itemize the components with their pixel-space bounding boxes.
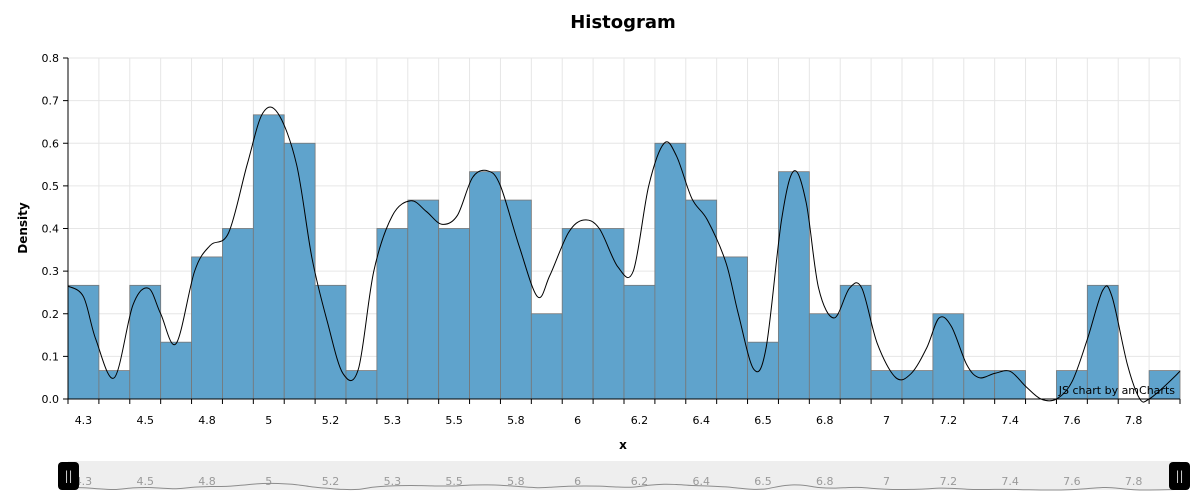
histogram-bar bbox=[98, 370, 131, 400]
histogram-bar bbox=[932, 313, 965, 400]
scrollbar-tick-label: 5.5 bbox=[445, 475, 463, 488]
density-curve-line bbox=[67, 106, 1181, 403]
x-tick-label: 5 bbox=[265, 414, 272, 427]
scrollbar-tick-label: 4.5 bbox=[136, 475, 154, 488]
amcharts-credit[interactable]: JS chart by amCharts bbox=[1058, 384, 1175, 397]
histogram-bar bbox=[283, 142, 316, 400]
x-tick-label: 5.2 bbox=[322, 414, 340, 427]
histogram-bar bbox=[778, 171, 810, 400]
y-tick-label: 0.2 bbox=[42, 308, 60, 321]
x-tick-label: 5.8 bbox=[507, 414, 525, 427]
histogram-bar bbox=[407, 199, 440, 400]
histogram-bar bbox=[469, 171, 501, 400]
scrollbar-tick-label: 7.2 bbox=[940, 475, 958, 488]
left-grip-icon: || bbox=[64, 469, 72, 483]
histogram-bar bbox=[654, 142, 687, 400]
scrollbar-tick-label: 6 bbox=[574, 475, 581, 488]
histogram-bar bbox=[67, 284, 100, 400]
scrollbar-tick-label: 6.8 bbox=[816, 475, 834, 488]
x-tick-label: 6 bbox=[574, 414, 581, 427]
scrollbar-preview-curve bbox=[67, 482, 1181, 491]
scrollbar-track[interactable] bbox=[68, 461, 1180, 490]
y-tick-label: 0.8 bbox=[42, 52, 60, 65]
x-tick-label: 7.8 bbox=[1125, 414, 1143, 427]
x-tick-label: 7.2 bbox=[940, 414, 958, 427]
scrollbar-tick-label: 5.8 bbox=[507, 475, 525, 488]
histogram-bar bbox=[839, 284, 872, 400]
x-tick-label: 7.4 bbox=[1001, 414, 1019, 427]
scrollbar-tick-label: 4.3 bbox=[75, 475, 93, 488]
x-tick-label: 5.3 bbox=[384, 414, 402, 427]
x-tick-label: 7.6 bbox=[1063, 414, 1081, 427]
histogram-bar bbox=[716, 256, 748, 400]
x-tick-label: 4.3 bbox=[75, 414, 93, 427]
y-tick-label: 0.1 bbox=[42, 350, 60, 363]
scrollbar-tick-label: 7.8 bbox=[1125, 475, 1143, 488]
y-tick-label: 0.3 bbox=[42, 265, 60, 278]
histogram-bar bbox=[870, 370, 903, 400]
scrollbar-tick-label: 4.8 bbox=[198, 475, 216, 488]
x-tick-label: 4.8 bbox=[198, 414, 216, 427]
x-tick-label: 6.2 bbox=[631, 414, 649, 427]
histogram-bar bbox=[530, 313, 563, 400]
histogram-bar bbox=[592, 228, 625, 400]
scrollbar-right-handle[interactable]: || bbox=[1169, 462, 1190, 490]
x-axis-title: x bbox=[619, 438, 627, 452]
histogram-bar bbox=[252, 114, 285, 400]
histogram-bar bbox=[191, 256, 223, 400]
chart-scrollbar[interactable]: 4.3 4.5 4.8 5 5.2 5.3 5.5 5.8 6 6.2 6.4 6.5 6.8 7 7.2 7… bbox=[58, 461, 1190, 491]
histogram-bar bbox=[623, 284, 656, 400]
histogram-bar bbox=[747, 341, 779, 400]
histogram-bar bbox=[314, 284, 347, 400]
scrollbar-tick-label: 7.4 bbox=[1001, 475, 1019, 488]
y-tick-label: 0.6 bbox=[42, 137, 60, 150]
scrollbar-tick-label: 6.4 bbox=[692, 475, 710, 488]
scrollbar-tick-label: 5.3 bbox=[384, 475, 402, 488]
chart-title: Histogram bbox=[570, 12, 676, 33]
scrollbar-tick-label: 6.5 bbox=[754, 475, 772, 488]
histogram-bar bbox=[808, 313, 841, 400]
scrollbar-tick-label: 7.6 bbox=[1063, 475, 1081, 488]
y-axis-title: Density bbox=[16, 202, 30, 254]
histogram-bar bbox=[345, 370, 378, 400]
x-tick-label: 6.8 bbox=[816, 414, 834, 427]
y-axis-ticks: 0.0 0.1 0.2 0.3 0.4 0.5 0.6 0.7 0.8 bbox=[42, 52, 68, 406]
y-tick-label: 0.5 bbox=[42, 180, 60, 193]
histogram-bar bbox=[222, 228, 254, 400]
y-tick-label: 0.4 bbox=[42, 223, 60, 236]
histogram-bar bbox=[160, 341, 192, 400]
histogram-bar bbox=[500, 199, 532, 400]
histogram-bar bbox=[561, 228, 594, 400]
x-tick-label: 6.4 bbox=[692, 414, 710, 427]
scrollbar-left-handle[interactable]: || bbox=[58, 462, 79, 490]
right-grip-icon: || bbox=[1175, 469, 1183, 483]
scrollbar-tick-label: 7 bbox=[883, 475, 890, 488]
histogram-bar bbox=[685, 199, 718, 400]
histogram-bar bbox=[994, 370, 1026, 400]
y-tick-label: 0.7 bbox=[42, 95, 60, 108]
scrollbar-tick-label: 6.2 bbox=[631, 475, 649, 488]
scrollbar-tick-labels: 4.3 4.5 4.8 5 5.2 5.3 5.5 5.8 6 6.2 6.4 6.5 6.8 7 7.2 7… bbox=[75, 475, 1143, 488]
x-axis-ticks: 4.3 4.5 4.8 5 5.2 5.3 5.5 5.8 6 6.2 6.4 6.5 6.8 7 7.2 7… bbox=[67, 399, 1181, 427]
scrollbar-tick-label: 5 bbox=[265, 475, 272, 488]
x-tick-label: 5.5 bbox=[445, 414, 463, 427]
histogram-bar bbox=[376, 228, 409, 400]
x-tick-label: 7 bbox=[883, 414, 890, 427]
x-tick-label: 4.5 bbox=[136, 414, 154, 427]
y-tick-label: 0.0 bbox=[42, 393, 60, 406]
scrollbar-tick-label: 5.2 bbox=[322, 475, 340, 488]
x-tick-label: 6.5 bbox=[754, 414, 772, 427]
histogram-bar bbox=[438, 228, 470, 400]
histogram-bar bbox=[901, 370, 934, 400]
